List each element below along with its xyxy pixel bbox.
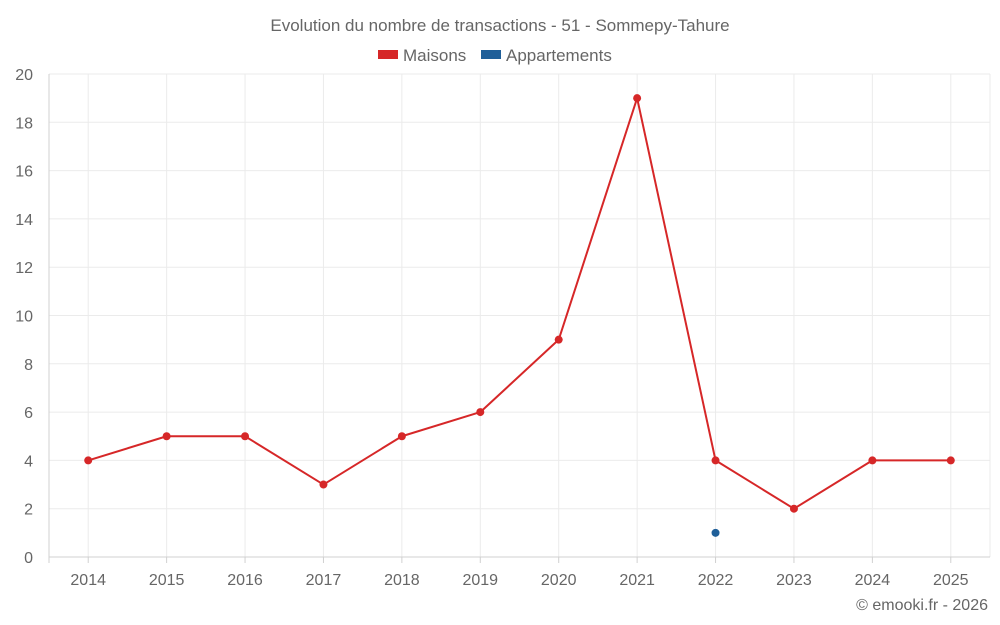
y-tick-label: 14 xyxy=(15,212,33,229)
credit-text: © emooki.fr - 2026 xyxy=(856,597,988,614)
x-tick-label: 2025 xyxy=(933,572,969,589)
y-tick-label: 12 xyxy=(15,260,33,277)
y-tick-label: 4 xyxy=(24,453,33,470)
y-tick-labels: 0 2 4 6 8 10 12 14 16 18 20 xyxy=(15,67,33,567)
x-tick-label: 2014 xyxy=(70,572,106,589)
data-point-maisons[interactable] xyxy=(554,335,563,344)
legend-label-maisons[interactable]: Maisons xyxy=(403,46,466,65)
y-tick-label: 16 xyxy=(15,164,33,181)
x-tick-label: 2020 xyxy=(541,572,577,589)
data-point-maisons[interactable] xyxy=(397,432,406,441)
y-tick-label: 8 xyxy=(24,357,33,374)
data-point-maisons[interactable] xyxy=(84,456,93,465)
data-point-maisons[interactable] xyxy=(711,456,720,465)
x-tick-label: 2021 xyxy=(619,572,655,589)
y-tick-label: 6 xyxy=(24,405,33,422)
axes xyxy=(48,74,990,563)
y-tick-label: 10 xyxy=(15,309,33,326)
series-maisons xyxy=(84,94,955,513)
y-tick-label: 0 xyxy=(24,550,33,567)
legend-swatch-maisons xyxy=(378,50,398,59)
data-point-maisons[interactable] xyxy=(633,94,642,103)
y-tick-label: 20 xyxy=(15,67,33,84)
x-tick-label: 2022 xyxy=(698,572,734,589)
legend-swatch-appartements xyxy=(481,50,501,59)
x-tick-label: 2019 xyxy=(462,572,498,589)
series-appartements xyxy=(711,528,720,537)
x-tick-label: 2023 xyxy=(776,572,812,589)
x-tick-label: 2015 xyxy=(149,572,185,589)
data-point-maisons[interactable] xyxy=(162,432,171,441)
data-point-maisons[interactable] xyxy=(241,432,250,441)
legend-label-appartements[interactable]: Appartements xyxy=(506,46,612,65)
data-point-maisons[interactable] xyxy=(319,480,328,489)
x-tick-labels: 2014 2015 2016 2017 2018 2019 2020 2021 2022 2023… xyxy=(70,572,968,589)
y-tick-label: 2 xyxy=(24,502,33,519)
x-tick-label: 2018 xyxy=(384,572,420,589)
data-point-maisons[interactable] xyxy=(868,456,877,465)
series-group xyxy=(84,94,955,537)
x-tick-label: 2017 xyxy=(306,572,342,589)
data-point-appartements[interactable] xyxy=(711,528,720,537)
legend: Maisons Appartements xyxy=(378,46,612,65)
chart-title: Evolution du nombre de transactions - 51… xyxy=(270,16,729,35)
data-point-maisons[interactable] xyxy=(476,408,485,417)
x-tick-label: 2016 xyxy=(227,572,263,589)
grid xyxy=(49,73,991,557)
data-point-maisons[interactable] xyxy=(789,504,798,513)
y-tick-label: 18 xyxy=(15,115,33,132)
x-tick-label: 2024 xyxy=(855,572,891,589)
series-line-maisons xyxy=(87,97,951,510)
data-point-maisons[interactable] xyxy=(946,456,955,465)
